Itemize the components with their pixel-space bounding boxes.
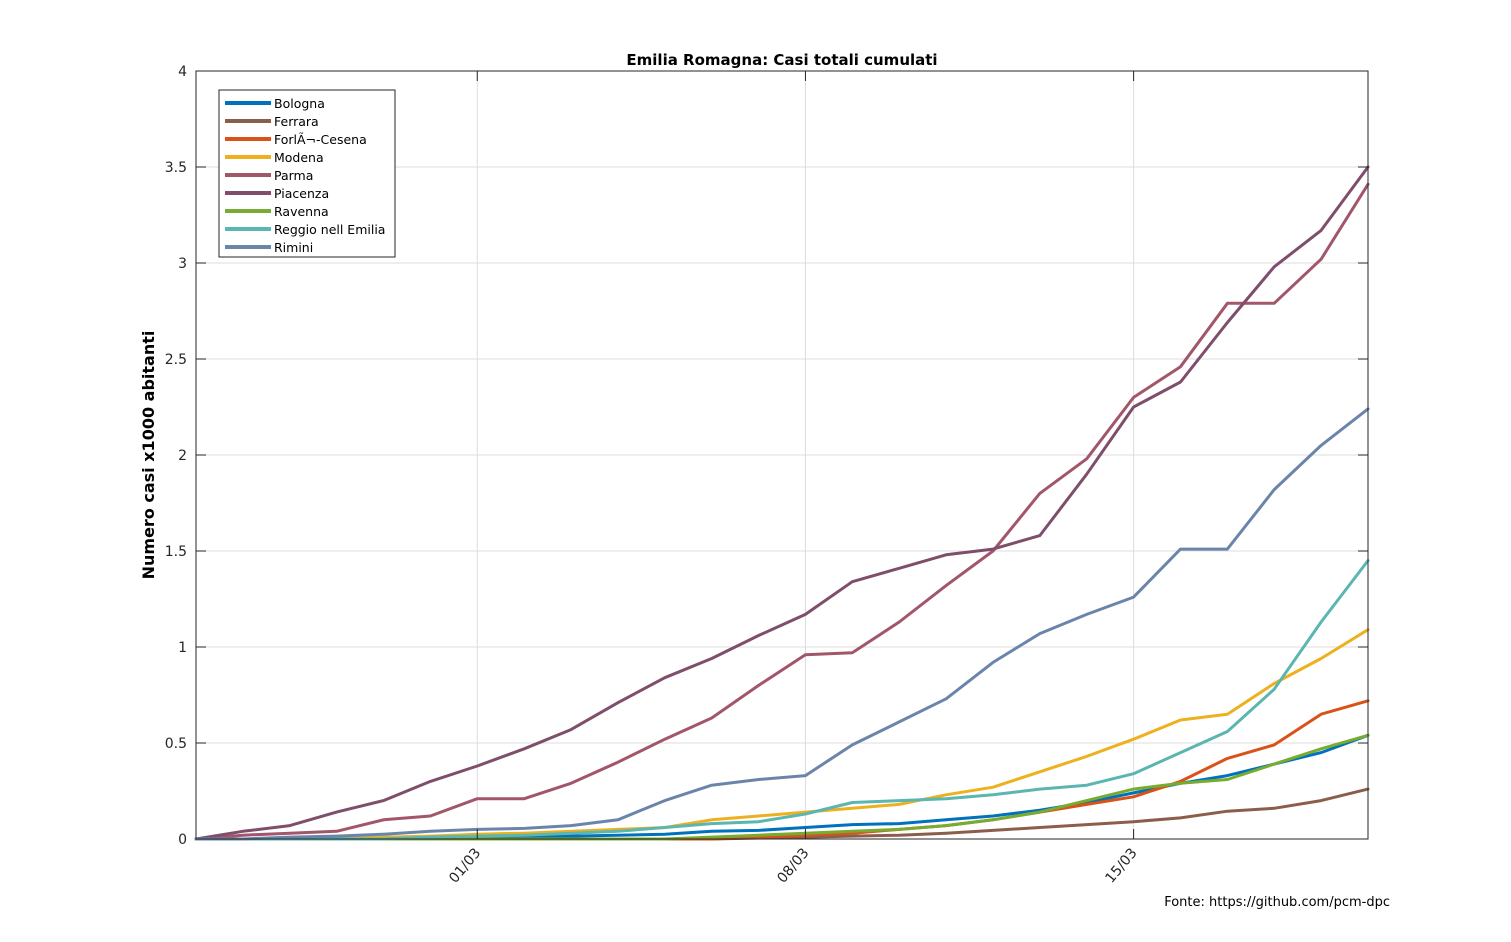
series-line (194, 165, 1370, 841)
legend-label: ForlÃ¬-Cesena (274, 132, 367, 147)
series-line (194, 182, 1370, 841)
y-tick-label: 1 (178, 640, 187, 656)
y-tick-label: 0 (178, 832, 187, 848)
y-tick-label: 0.5 (165, 736, 187, 752)
legend-label: Modena (274, 150, 324, 165)
chart-title: Emilia Romagna: Casi totali cumulati (626, 51, 937, 69)
legend-label: Parma (274, 168, 313, 183)
legend-label: Ravenna (274, 204, 329, 219)
y-tick-label: 1.5 (165, 544, 187, 560)
series-line (194, 628, 1370, 841)
legend: Bologna Ferrara ForlÃ¬-Cesena Modena Parma Pi… (218, 89, 396, 258)
legend-label: Ferrara (274, 114, 319, 129)
legend-label: Reggio nell Emilia (274, 222, 385, 237)
axis-ticks (196, 70, 1368, 840)
y-tick-label: 4 (178, 64, 187, 80)
series-line (194, 407, 1370, 841)
y-tick-label: 2 (178, 448, 187, 464)
y-tick-label: 2.5 (165, 352, 187, 368)
y-tick-labels: 0 0.5 1 1.5 2 2.5 3 3.5 4 (165, 64, 187, 848)
source-note: Fonte: https://github.com/pcm-dpc (1164, 895, 1390, 910)
y-tick-label: 3 (178, 256, 187, 272)
y-axis-label: Numero casi x1000 abitanti (139, 331, 158, 580)
legend-label: Rimini (274, 240, 313, 255)
legend-label: Bologna (274, 96, 325, 111)
legend-label: Piacenza (274, 186, 329, 201)
y-tick-label: 3.5 (165, 160, 187, 176)
